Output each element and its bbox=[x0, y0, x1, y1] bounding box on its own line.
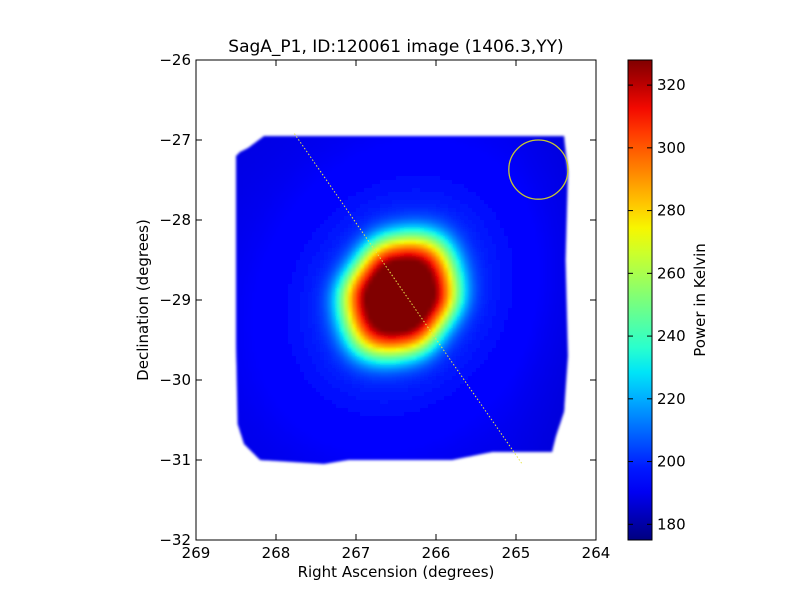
colorbar-tick-label: 280 bbox=[657, 202, 686, 220]
x-axis-label: Right Ascension (degrees) bbox=[298, 563, 495, 581]
x-tick-label: 267 bbox=[342, 544, 371, 562]
chart-title: SagA_P1, ID:120061 image (1406.3,YY) bbox=[228, 37, 563, 57]
y-tick-label: −31 bbox=[159, 451, 191, 469]
y-tick-label: −32 bbox=[159, 531, 191, 549]
colorbar-tick-label: 200 bbox=[657, 453, 686, 471]
colorbar-tick-label: 240 bbox=[657, 327, 686, 345]
colorbar-gradient bbox=[628, 60, 652, 540]
x-tick-label: 264 bbox=[582, 544, 611, 562]
colorbar-ticks: 180 200 220 240 260 280 300 320 bbox=[628, 76, 686, 533]
y-axis: −26 −27 −28 −29 −30 −31 −32 bbox=[159, 51, 596, 549]
colorbar: 180 200 220 240 260 280 300 320 Power in Kelvin bbox=[627, 59, 709, 541]
x-tick-label: 266 bbox=[422, 544, 451, 562]
colorbar-frame bbox=[627, 59, 653, 541]
colorbar-label: Power in Kelvin bbox=[691, 243, 709, 357]
colorbar-tick-label: 300 bbox=[657, 139, 686, 157]
heatmap-image bbox=[236, 136, 568, 464]
colorbar-tick-label: 260 bbox=[657, 264, 686, 282]
y-tick-label: −29 bbox=[159, 291, 191, 309]
x-tick-label: 265 bbox=[502, 544, 531, 562]
colorbar-tick-label: 180 bbox=[657, 515, 686, 533]
x-tick-label: 269 bbox=[182, 544, 211, 562]
scan-track-line bbox=[293, 133, 523, 464]
y-tick-label: −27 bbox=[159, 131, 191, 149]
colorbar-tick-label: 320 bbox=[657, 76, 686, 94]
x-tick-label: 268 bbox=[262, 544, 291, 562]
annotation-layer bbox=[293, 133, 569, 464]
colorbar-tick-label: 220 bbox=[657, 390, 686, 408]
y-tick-label: −28 bbox=[159, 211, 191, 229]
plot-area bbox=[196, 60, 596, 540]
beam-circle bbox=[508, 139, 569, 200]
y-tick-label: −26 bbox=[159, 51, 191, 69]
y-axis-label: Declination (degrees) bbox=[134, 219, 152, 381]
x-axis: 269 268 267 266 265 264 bbox=[182, 60, 611, 562]
y-tick-label: −30 bbox=[159, 371, 191, 389]
